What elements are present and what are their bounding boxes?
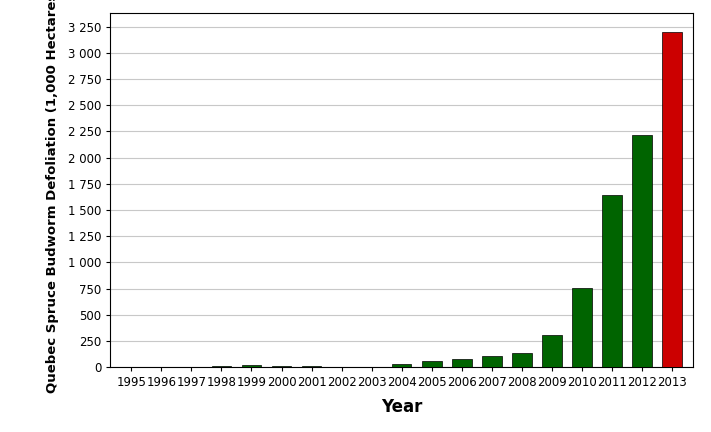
Bar	[632, 134, 652, 367]
Y-axis label: Quebec Spruce Budworm Defoliation (1,000 Hectares): Quebec Spruce Budworm Defoliation (1,000…	[46, 0, 59, 393]
Bar	[242, 365, 261, 367]
X-axis label: Year: Year	[381, 397, 422, 416]
Bar	[572, 288, 592, 367]
Bar	[392, 364, 412, 367]
Bar	[512, 353, 532, 367]
Bar	[663, 32, 682, 367]
Bar	[482, 356, 502, 367]
Bar	[301, 366, 321, 367]
Bar	[452, 359, 471, 367]
Bar	[212, 365, 231, 367]
Bar	[422, 362, 442, 367]
Bar	[542, 335, 562, 367]
Bar	[602, 195, 622, 367]
Bar	[272, 366, 292, 367]
